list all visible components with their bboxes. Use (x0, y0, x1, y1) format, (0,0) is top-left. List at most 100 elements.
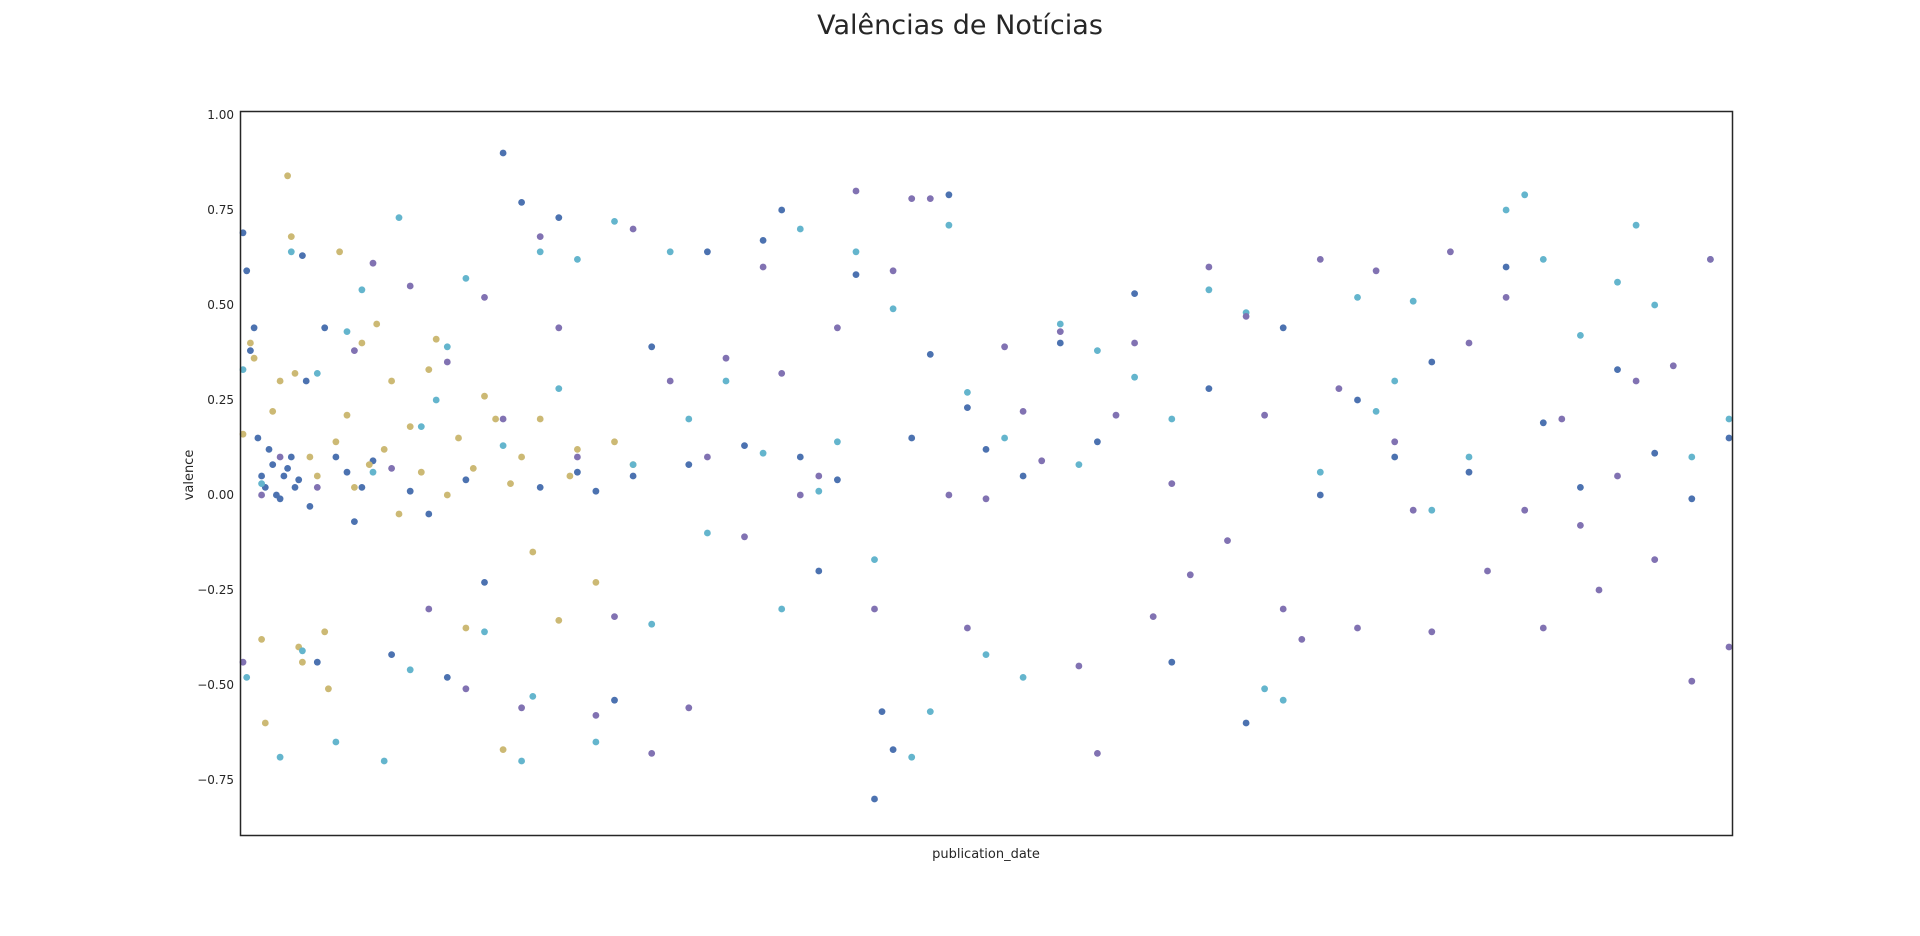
data-point (287, 248, 295, 256)
data-point (1001, 343, 1008, 351)
data-point (852, 187, 860, 195)
data-point (1558, 415, 1566, 423)
data-point (462, 275, 470, 282)
data-point (243, 674, 251, 681)
data-point (1521, 191, 1529, 199)
data-point (574, 446, 581, 453)
y-tick-label: 0.75 (207, 203, 234, 217)
data-point (574, 256, 581, 263)
data-point (529, 693, 537, 700)
data-point (1279, 605, 1287, 613)
data-point (759, 237, 767, 244)
data-point (666, 248, 674, 256)
data-point (964, 404, 971, 411)
data-point (261, 719, 269, 727)
data-point (481, 392, 488, 400)
data-point (889, 267, 897, 275)
data-point (1354, 624, 1361, 632)
data-point (343, 468, 351, 476)
data-point (306, 503, 314, 510)
data-point (685, 461, 693, 468)
data-point (284, 172, 291, 180)
data-point (443, 674, 451, 681)
data-point (299, 658, 306, 666)
data-point (871, 795, 878, 803)
data-point (926, 351, 934, 358)
data-point (1447, 248, 1454, 256)
series-3 (239, 187, 1733, 757)
data-point (239, 430, 247, 438)
data-point (1465, 339, 1473, 347)
data-point (908, 195, 916, 203)
data-point (492, 415, 499, 423)
data-point (1279, 696, 1287, 704)
chart-title: Valências de Notícias (817, 10, 1103, 41)
data-point (351, 518, 358, 525)
y-axis-ticks: 1.00 0.75 0.50 0.25 0.00 −0.25 −0.50 −0.75 (197, 108, 234, 787)
data-point (704, 248, 711, 256)
data-point (395, 510, 403, 518)
data-point (536, 248, 544, 256)
data-point (250, 354, 258, 362)
data-point (852, 271, 860, 278)
data-point (1577, 522, 1584, 529)
data-point (1149, 613, 1157, 620)
data-point (280, 472, 288, 480)
data-point (1502, 206, 1510, 214)
data-point (243, 267, 251, 275)
data-point (704, 529, 711, 537)
data-point (759, 449, 767, 457)
data-point (815, 487, 823, 495)
data-point (1409, 506, 1417, 514)
data-point (1632, 377, 1640, 385)
data-point (1502, 294, 1510, 301)
data-point (1428, 628, 1436, 636)
data-point (889, 746, 897, 753)
data-point (648, 343, 656, 351)
data-point (834, 476, 841, 484)
data-point (982, 446, 990, 453)
data-point (1019, 408, 1027, 415)
data-point (388, 377, 395, 385)
data-point (332, 453, 340, 461)
data-point (945, 491, 953, 499)
data-point (778, 206, 786, 214)
data-point (258, 480, 265, 487)
data-point (258, 636, 265, 643)
data-points (239, 149, 1733, 803)
data-point (574, 468, 581, 476)
data-point (611, 613, 618, 620)
data-point (1632, 221, 1640, 229)
data-point (380, 446, 388, 453)
data-point (417, 423, 425, 430)
data-point (406, 487, 414, 495)
data-point (358, 286, 366, 294)
data-point (1688, 677, 1696, 685)
data-point (1224, 537, 1231, 544)
data-point (629, 461, 637, 468)
data-point (1001, 434, 1008, 442)
data-point (722, 354, 730, 362)
data-point (332, 738, 340, 746)
data-point (574, 453, 581, 461)
data-point (1094, 438, 1101, 446)
data-point (321, 324, 329, 332)
data-point (306, 453, 314, 461)
data-point (592, 579, 600, 586)
data-point (1539, 419, 1547, 427)
data-point (265, 446, 273, 453)
data-point (796, 453, 804, 461)
data-point (1391, 453, 1399, 461)
data-point (276, 753, 284, 761)
data-point (443, 491, 451, 499)
data-point (291, 484, 299, 491)
data-point (926, 195, 934, 203)
data-point (343, 328, 351, 335)
data-point (592, 487, 600, 495)
data-point (982, 495, 990, 503)
data-point (313, 658, 321, 666)
data-point (964, 389, 971, 396)
data-point (443, 358, 451, 366)
data-point (1298, 636, 1306, 643)
